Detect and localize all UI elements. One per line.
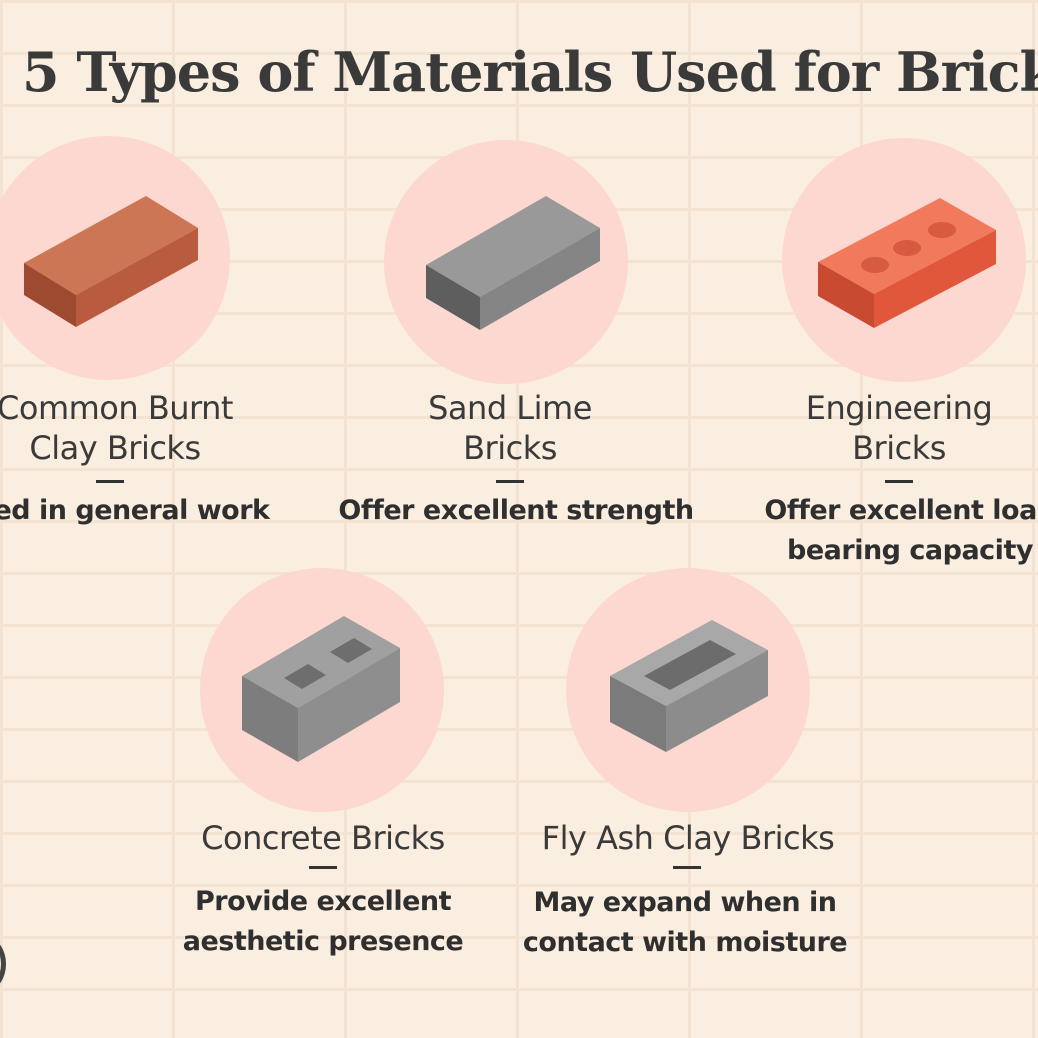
concrete-block-icon xyxy=(242,616,400,762)
brick-type-description: Used in general work xyxy=(0,495,270,526)
brick-type-description: Offer excellent strength xyxy=(338,495,694,526)
brick-type-description: Provide excellent aesthetic presence xyxy=(182,886,464,957)
brick-type-description: May expand when in contact with moisture xyxy=(522,887,848,958)
separator-dash xyxy=(673,866,701,869)
brick-type-name: Sand Lime Bricks xyxy=(428,389,592,467)
brick-type-name: Engineering Bricks xyxy=(805,389,993,467)
separator-dash xyxy=(96,480,124,483)
sand-lime-brick-icon xyxy=(426,196,600,330)
fly-ash-brick-icon xyxy=(610,620,768,752)
brick-type-name: Common Burnt Clay Bricks xyxy=(0,389,233,467)
brick-type-name: Concrete Bricks xyxy=(201,819,445,857)
brick-type-description: Offer excellent load bearing capacity xyxy=(764,495,1038,566)
separator-dash xyxy=(309,866,337,869)
separator-dash xyxy=(885,480,913,483)
logo-mark-icon xyxy=(0,938,6,990)
clay-brick-icon xyxy=(24,196,198,327)
brick-type-name: Fly Ash Clay Bricks xyxy=(541,819,835,857)
separator-dash xyxy=(496,480,524,483)
engineering-brick-icon xyxy=(818,198,996,328)
page-title: 5 Types of Materials Used for Bricks xyxy=(22,40,1038,104)
